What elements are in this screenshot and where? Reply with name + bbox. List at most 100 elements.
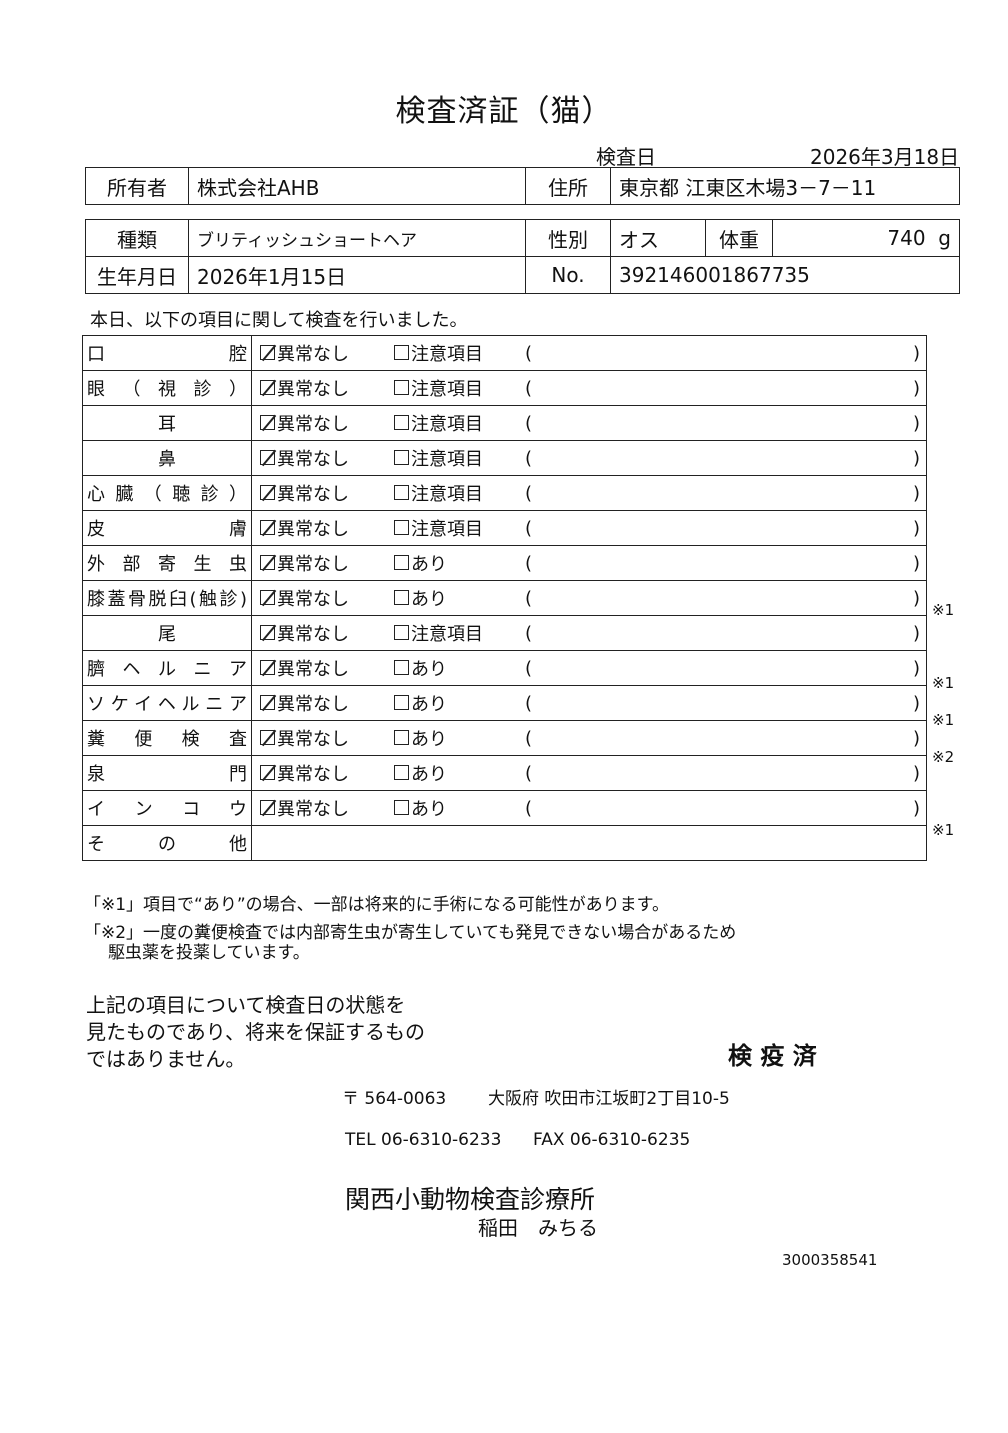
option-normal[interactable]: 異常なし — [260, 515, 349, 541]
option-caution[interactable]: 注意項目 — [394, 410, 483, 436]
option-normal[interactable]: 異常なし — [260, 445, 349, 471]
checkbox-checked-icon[interactable] — [260, 485, 275, 500]
note-1: 「※1」項目で“あり”の場合、一部は将来的に手術になる可能性があります。 — [84, 895, 669, 915]
item-name: 心臓（聴診） — [82, 475, 252, 511]
checkbox-checked-icon[interactable] — [260, 660, 275, 675]
option-normal[interactable]: 異常なし — [260, 690, 349, 716]
item-name: 臍ヘルニア — [82, 650, 252, 686]
option-normal[interactable]: 異常なし — [260, 760, 349, 786]
checkbox-icon[interactable] — [394, 695, 409, 710]
inspection-row: 心臓（聴診） 異常なし 注意項目 ( ) — [82, 475, 927, 511]
checkbox-checked-icon[interactable] — [260, 345, 275, 360]
footnote-mark: ※1 — [932, 711, 955, 729]
option-normal-label: 異常なし — [277, 729, 349, 750]
clinic-address: 大阪府 吹田市江坂町2丁目10-5 — [488, 1089, 730, 1109]
option-normal[interactable]: 異常なし — [260, 795, 349, 821]
option-caution[interactable]: あり — [394, 690, 447, 716]
checkbox-checked-icon[interactable] — [260, 730, 275, 745]
inspection-row: 泉門 異常なし あり ( ) — [82, 755, 927, 791]
birth-label: 生年月日 — [85, 256, 189, 294]
checkbox-checked-icon[interactable] — [260, 415, 275, 430]
checkbox-icon[interactable] — [394, 555, 409, 570]
checkbox-checked-icon[interactable] — [260, 520, 275, 535]
checkbox-icon[interactable] — [394, 415, 409, 430]
checkbox-checked-icon[interactable] — [260, 800, 275, 815]
option-caution[interactable]: あり — [394, 795, 447, 821]
weight-unit: g — [938, 226, 951, 250]
document-title: 検査済証（猫） — [395, 94, 613, 129]
checkbox-checked-icon[interactable] — [260, 625, 275, 640]
option-caution-label: 注意項目 — [411, 379, 483, 400]
option-normal[interactable]: 異常なし — [260, 620, 349, 646]
footnote-mark: ※1 — [932, 821, 955, 840]
checkbox-icon[interactable] — [394, 730, 409, 745]
checkbox-icon[interactable] — [394, 765, 409, 780]
option-normal[interactable]: 異常なし — [260, 725, 349, 751]
option-caution[interactable]: あり — [394, 550, 447, 576]
option-normal[interactable]: 異常なし — [260, 550, 349, 576]
option-normal[interactable]: 異常なし — [260, 340, 349, 366]
option-caution[interactable]: あり — [394, 725, 447, 751]
serial-number: 3000358541 — [782, 1251, 878, 1269]
option-caution[interactable]: 注意項目 — [394, 515, 483, 541]
item-result: 異常なし あり ( ) — [251, 790, 927, 826]
option-normal-label: 異常なし — [277, 694, 349, 715]
item-result: 異常なし 注意項目 ( ) — [251, 440, 927, 476]
sex-label: 性別 — [525, 219, 611, 257]
paren-open: ( — [525, 482, 533, 504]
birth-value: 2026年1月15日 — [188, 256, 526, 294]
checkbox-icon[interactable] — [394, 450, 409, 465]
option-normal-label: 異常なし — [277, 624, 349, 645]
option-caution-label: 注意項目 — [411, 484, 483, 505]
option-normal[interactable]: 異常なし — [260, 655, 349, 681]
inspection-row: 糞便検査 異常なし あり ( ) — [82, 720, 927, 756]
option-caution[interactable]: あり — [394, 585, 447, 611]
option-caution[interactable]: 注意項目 — [394, 375, 483, 401]
checkbox-checked-icon[interactable] — [260, 380, 275, 395]
option-normal-label: 異常なし — [277, 589, 349, 610]
inspection-row: インコウ 異常なし あり ( ) — [82, 790, 927, 826]
item-name: 糞便検査 — [82, 720, 252, 756]
item-result: 異常なし 注意項目 ( ) — [251, 615, 927, 651]
inspection-table: 口腔 異常なし 注意項目 ( ) 眼（視診） 異常なし 注意項目 ( ) 耳 異… — [82, 335, 927, 861]
checkbox-checked-icon[interactable] — [260, 450, 275, 465]
disclaimer-line: ではありません。 — [86, 1047, 246, 1071]
clinic-fax: FAX 06-6310-6235 — [533, 1130, 691, 1150]
paren-close: ) — [912, 762, 920, 784]
checkbox-icon[interactable] — [394, 380, 409, 395]
option-caution-label: あり — [411, 659, 447, 680]
option-normal[interactable]: 異常なし — [260, 585, 349, 611]
option-caution[interactable]: 注意項目 — [394, 445, 483, 471]
checkbox-icon[interactable] — [394, 520, 409, 535]
option-normal[interactable]: 異常なし — [260, 410, 349, 436]
checkbox-icon[interactable] — [394, 660, 409, 675]
footnote-mark: ※2 — [932, 747, 955, 766]
other-label: その他 — [82, 825, 252, 861]
checkbox-checked-icon[interactable] — [260, 555, 275, 570]
checkbox-checked-icon[interactable] — [260, 765, 275, 780]
option-normal[interactable]: 異常なし — [260, 480, 349, 506]
item-result: 異常なし あり ( ) — [251, 580, 927, 616]
paren-close: ) — [912, 587, 920, 609]
no-value: 392146001867735 — [610, 256, 960, 294]
item-name: 鼻 — [82, 440, 252, 476]
checkbox-icon[interactable] — [394, 800, 409, 815]
option-caution[interactable]: 注意項目 — [394, 620, 483, 646]
checkbox-icon[interactable] — [394, 625, 409, 640]
checkbox-icon[interactable] — [394, 590, 409, 605]
item-result: 異常なし あり ( ) — [251, 685, 927, 721]
paren-open: ( — [525, 517, 533, 539]
option-caution[interactable]: 注意項目 — [394, 480, 483, 506]
checkbox-checked-icon[interactable] — [260, 695, 275, 710]
item-name: 口腔 — [82, 335, 252, 371]
checkbox-icon[interactable] — [394, 345, 409, 360]
option-normal[interactable]: 異常なし — [260, 375, 349, 401]
checkbox-checked-icon[interactable] — [260, 590, 275, 605]
option-caution[interactable]: あり — [394, 655, 447, 681]
checkbox-icon[interactable] — [394, 485, 409, 500]
option-caution[interactable]: 注意項目 — [394, 340, 483, 366]
option-caution[interactable]: あり — [394, 760, 447, 786]
option-caution-label: 注意項目 — [411, 414, 483, 435]
option-normal-label: 異常なし — [277, 554, 349, 575]
